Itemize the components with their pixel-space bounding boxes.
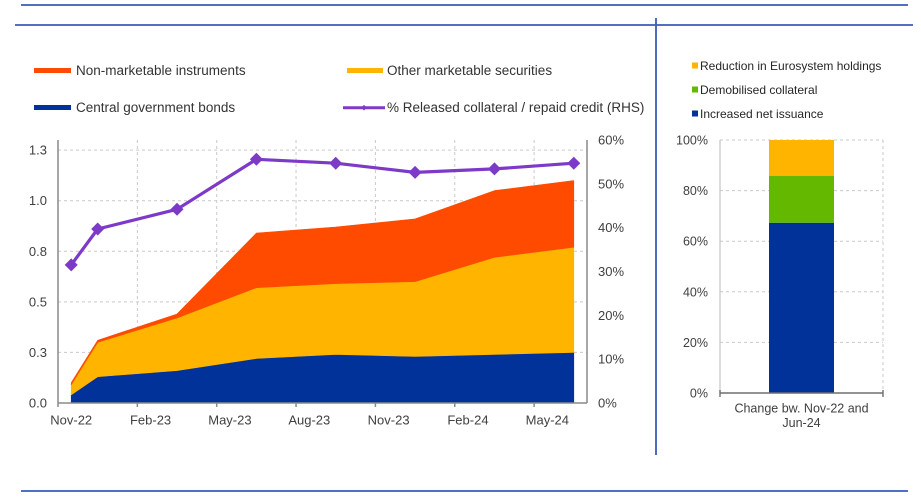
right-y-tick-label: 10% <box>598 352 624 367</box>
legend-item-increased-net-issuance: Increased net issuance <box>692 107 824 121</box>
x-tick-label: May-23 <box>208 413 251 428</box>
right-y-tick-label: 40% <box>598 220 624 235</box>
left-y-tick-label: 0.5 <box>29 294 47 309</box>
line-marker-diamond <box>249 152 263 166</box>
legend-swatch-other-marketable-securities <box>347 68 383 73</box>
figure-frame <box>15 4 913 492</box>
right-y-tick-label: 60% <box>598 133 624 148</box>
legend-item-demobilised-collateral: Demobilised collateral <box>692 83 817 97</box>
right-chart-gridlines <box>720 139 884 393</box>
legend-item-released-collateral: % Released collateral / repaid credit (R… <box>343 100 644 115</box>
legend-label-other-marketable-securities: Other marketable securities <box>387 63 552 78</box>
legend-swatch-increased-net-issuance <box>692 110 698 117</box>
bar-segment-demobilised-collateral <box>769 175 834 223</box>
right-chart-legend: Reduction in Eurosystem holdings Demobil… <box>692 59 881 121</box>
category-label-line: Jun-24 <box>782 416 820 430</box>
legend-item-non-marketable-instruments: Non-marketable instruments <box>34 63 246 78</box>
line-released-collateral-repaid-credit-rhs <box>69 157 574 266</box>
left-y-tick-label: 1.0 <box>29 193 47 208</box>
legend-item-central-government-bonds: Central government bonds <box>34 100 235 115</box>
legend-item-other-marketable-securities: Other marketable securities <box>347 63 552 78</box>
line-marker-diamond <box>487 162 501 176</box>
x-tick-label: May-24 <box>526 413 569 428</box>
legend-swatch-non-marketable-instruments <box>34 68 71 73</box>
left-y-tick-label: 0.3 <box>29 345 47 360</box>
right-y-tick-label: 50% <box>598 176 624 191</box>
bar-segment-increased-net-issuance <box>769 222 834 393</box>
left-chart-tick-labels: 0.0 0.3 0.5 0.8 1.0 1.3 0% 10% 20% 30% 40% 50% 60% No… <box>29 133 625 428</box>
y-tick-label: 40% <box>683 285 708 299</box>
legend-label-released-collateral: % Released collateral / repaid credit (R… <box>387 100 644 115</box>
legend-label-non-marketable-instruments: Non-marketable instruments <box>76 63 246 78</box>
legend-diamond-marker-icon <box>361 104 367 111</box>
line-marker-diamond <box>567 156 581 170</box>
line-marker-diamond <box>91 222 105 236</box>
left-chart-legend: Non-marketable instruments Other marketa… <box>34 63 644 115</box>
left-y-tick-label: 1.3 <box>29 143 47 158</box>
legend-swatch-reduction-in-eurosystem-holdings <box>692 62 698 69</box>
y-tick-label: 100% <box>676 134 708 148</box>
x-tick-label: Feb-23 <box>130 413 171 428</box>
line-marker-diamond <box>170 202 184 216</box>
legend-swatch-central-government-bonds <box>34 105 71 110</box>
x-tick-label: Aug-23 <box>288 413 330 428</box>
legend-label-central-government-bonds: Central government bonds <box>76 100 235 115</box>
x-tick-label: Feb-24 <box>447 413 488 428</box>
left-chart-axes <box>57 140 588 407</box>
bar-segment-reduction-in-eurosystem-holdings <box>769 140 834 176</box>
left-y-tick-label: 0.8 <box>29 244 47 259</box>
category-label-line: Change bw. Nov-22 and <box>734 402 868 416</box>
right-y-tick-label: 30% <box>598 264 624 279</box>
right-chart-tick-labels: 0% 20% 40% 60% 80% 100% Change bw. Nov-22 andJ… <box>676 134 869 431</box>
y-tick-label: 80% <box>683 184 708 198</box>
left-chart-stacked-areas <box>70 180 575 404</box>
area-non-marketable-instruments <box>70 180 575 386</box>
legend-label-reduction-in-eurosystem-holdings: Reduction in Eurosystem holdings <box>700 59 881 73</box>
line-marker-diamond <box>408 165 422 179</box>
x-tick-label: Nov-22 <box>50 413 92 428</box>
legend-item-reduction-in-eurosystem-holdings: Reduction in Eurosystem holdings <box>692 59 881 73</box>
right-chart-axes <box>719 140 884 397</box>
legend-swatch-demobilised-collateral <box>692 86 698 93</box>
left-chart-line-series <box>64 152 581 272</box>
y-tick-label: 20% <box>683 336 708 350</box>
x-tick-label: Nov-23 <box>368 413 410 428</box>
line-marker-diamond <box>329 156 343 170</box>
right-y-tick-label: 20% <box>598 308 624 323</box>
legend-label-increased-net-issuance: Increased net issuance <box>700 107 824 121</box>
left-y-tick-label: 0.0 <box>29 396 47 411</box>
y-tick-label: 0% <box>690 387 708 401</box>
legend-label-demobilised-collateral: Demobilised collateral <box>700 83 817 97</box>
y-tick-label: 60% <box>683 235 708 249</box>
line-marker-diamond <box>64 258 78 272</box>
right-y-tick-label: 0% <box>598 396 617 411</box>
right-chart-stacked-bar <box>769 140 834 393</box>
